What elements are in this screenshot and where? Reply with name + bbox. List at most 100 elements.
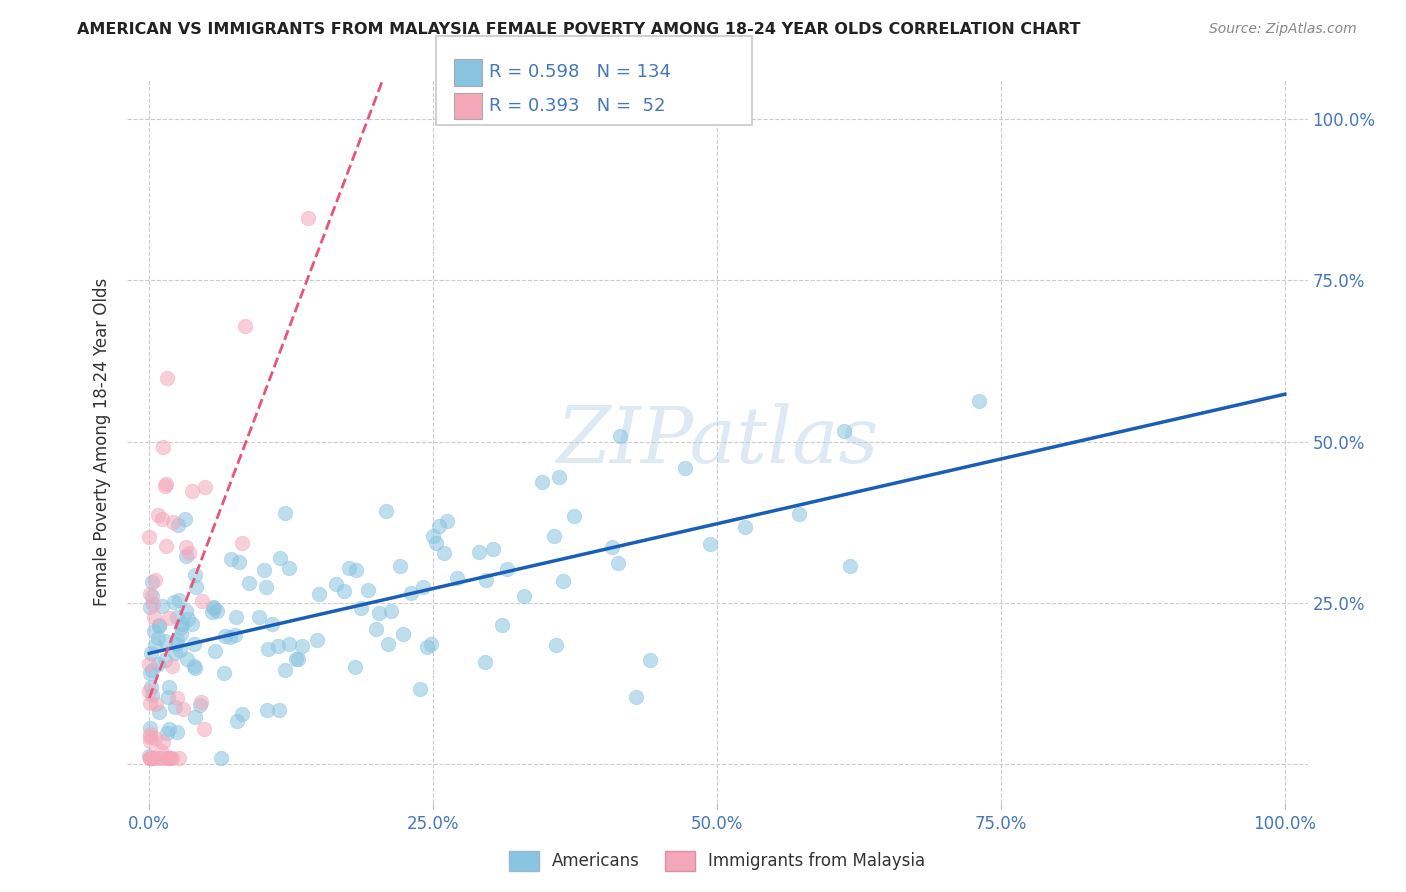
Point: [142, 624, 165, 639]
Point: [253, 563, 276, 577]
Point: [141, 688, 163, 702]
Point: [174, 549, 197, 563]
Point: [167, 518, 190, 533]
Point: [256, 641, 278, 656]
Point: [274, 506, 297, 520]
Point: [165, 647, 187, 661]
Point: [787, 508, 810, 522]
Point: [231, 706, 253, 721]
Point: [166, 690, 188, 705]
Point: [468, 545, 491, 559]
Point: [495, 562, 517, 576]
Point: [174, 604, 197, 618]
Point: [146, 657, 169, 671]
Point: [174, 512, 197, 526]
Point: [262, 616, 284, 631]
Point: [167, 593, 190, 607]
Point: [399, 586, 422, 600]
Point: [350, 601, 373, 615]
Point: [165, 637, 187, 651]
Point: [194, 480, 217, 494]
Point: [138, 665, 160, 680]
Point: [305, 632, 328, 647]
Point: [609, 429, 631, 443]
Point: [254, 580, 277, 594]
Y-axis label: Female Poverty Among 18-24 Year Olds: Female Poverty Among 18-24 Year Olds: [93, 277, 111, 606]
Text: AMERICAN VS IMMIGRANTS FROM MALAYSIA FEMALE POVERTY AMONG 18-24 YEAR OLDS CORREL: AMERICAN VS IMMIGRANTS FROM MALAYSIA FEM…: [77, 22, 1081, 37]
Point: [153, 653, 176, 667]
Point: [143, 731, 166, 745]
Point: [231, 535, 253, 549]
Point: [427, 519, 450, 533]
Point: [177, 612, 200, 626]
Point: [839, 559, 862, 574]
Point: [163, 595, 186, 609]
Point: [155, 479, 177, 493]
Point: [157, 680, 180, 694]
Point: [274, 663, 297, 677]
Point: [256, 703, 278, 717]
Point: [513, 590, 536, 604]
Point: [148, 750, 170, 764]
Point: [419, 637, 441, 651]
Point: [153, 634, 176, 648]
Point: [214, 629, 236, 643]
Text: R = 0.598   N = 134: R = 0.598 N = 134: [489, 63, 671, 81]
Point: [412, 581, 434, 595]
Point: [425, 535, 447, 549]
Point: [157, 611, 180, 625]
Point: [183, 659, 205, 673]
Point: [139, 680, 162, 694]
Point: [157, 690, 180, 704]
Point: [146, 631, 169, 645]
Point: [624, 690, 647, 704]
Point: [155, 476, 177, 491]
Point: [388, 559, 411, 574]
Point: [325, 577, 347, 591]
Point: [141, 750, 163, 764]
Point: [190, 594, 212, 608]
Point: [172, 702, 194, 716]
Point: [201, 599, 224, 614]
Point: [139, 750, 162, 764]
Point: [139, 646, 162, 660]
Point: [156, 371, 179, 385]
Point: [333, 583, 356, 598]
Point: [475, 573, 498, 587]
Point: [416, 640, 439, 655]
Point: [177, 546, 200, 560]
Point: [143, 574, 166, 588]
Point: [219, 551, 242, 566]
Point: [277, 561, 299, 575]
Point: [150, 512, 173, 526]
Point: [138, 587, 160, 601]
Point: [184, 661, 207, 675]
Point: [181, 617, 204, 632]
Text: R = 0.393   N =  52: R = 0.393 N = 52: [489, 97, 666, 115]
Point: [138, 731, 160, 745]
Point: [285, 651, 308, 665]
Point: [148, 508, 170, 523]
Point: [375, 504, 398, 518]
Point: [139, 750, 162, 764]
Point: [145, 697, 167, 711]
Point: [433, 546, 456, 560]
Point: [143, 638, 166, 652]
Point: [188, 698, 211, 712]
Point: [380, 604, 402, 618]
Point: [156, 750, 179, 764]
Point: [150, 750, 173, 764]
Point: [148, 705, 170, 719]
Point: [734, 520, 756, 534]
Point: [186, 581, 208, 595]
Point: [157, 723, 180, 737]
Point: [190, 695, 212, 709]
Text: Source: ZipAtlas.com: Source: ZipAtlas.com: [1209, 22, 1357, 37]
Point: [139, 600, 162, 615]
Point: [366, 622, 388, 636]
Point: [159, 750, 181, 764]
Point: [141, 589, 163, 603]
Point: [207, 605, 229, 619]
Point: [277, 637, 299, 651]
Point: [673, 461, 696, 475]
